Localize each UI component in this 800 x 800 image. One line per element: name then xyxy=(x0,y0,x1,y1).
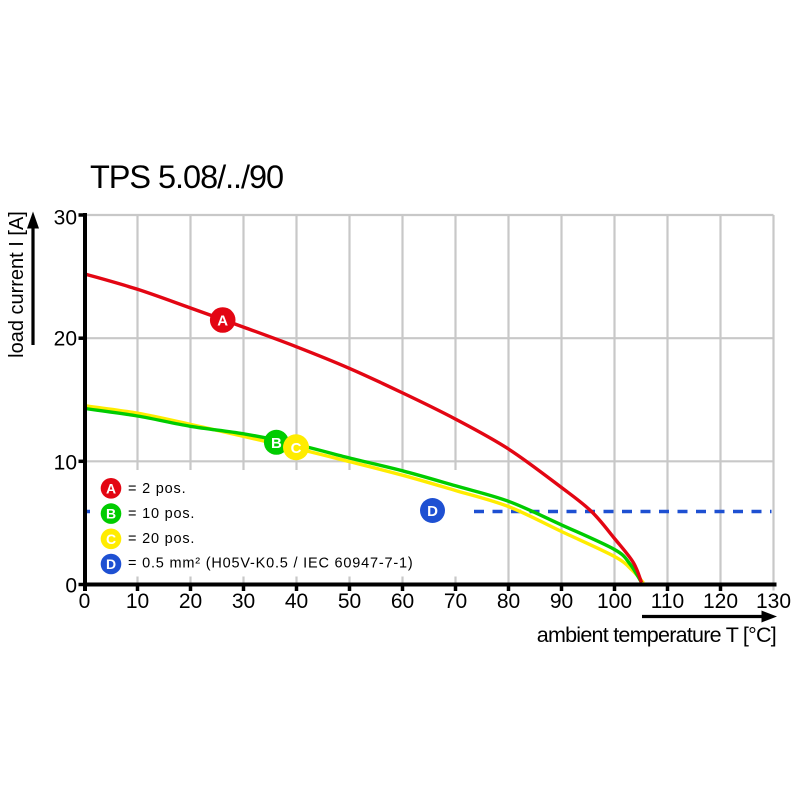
svg-text:40: 40 xyxy=(285,590,308,613)
svg-text:10: 10 xyxy=(54,452,77,475)
svg-text:10: 10 xyxy=(126,590,149,613)
svg-text:20: 20 xyxy=(179,590,202,613)
svg-text:50: 50 xyxy=(338,590,361,613)
svg-text:130: 130 xyxy=(756,590,791,613)
svg-text:30: 30 xyxy=(232,590,255,613)
svg-text:0: 0 xyxy=(79,590,91,613)
svg-text:= 20 pos.: = 20 pos. xyxy=(128,531,195,547)
svg-text:load current I [A]: load current I [A] xyxy=(6,211,28,358)
svg-text:20: 20 xyxy=(54,328,77,351)
svg-text:C: C xyxy=(291,440,302,457)
svg-text:A: A xyxy=(106,480,116,496)
svg-text:60: 60 xyxy=(391,590,414,613)
svg-text:D: D xyxy=(427,503,438,520)
svg-text:0: 0 xyxy=(65,574,77,597)
svg-text:= 0.5 mm² (H05V-K0.5 / IEC 609: = 0.5 mm² (H05V-K0.5 / IEC 60947-7-1) xyxy=(128,556,413,572)
svg-text:ambient temperature T [°C]: ambient temperature T [°C] xyxy=(537,623,776,647)
svg-text:B: B xyxy=(271,435,282,452)
svg-text:70: 70 xyxy=(444,590,467,613)
svg-text:100: 100 xyxy=(597,590,632,613)
svg-text:90: 90 xyxy=(550,590,573,613)
svg-text:120: 120 xyxy=(703,590,738,613)
svg-text:A: A xyxy=(217,313,228,330)
svg-text:= 10 pos.: = 10 pos. xyxy=(128,506,195,522)
svg-text:TPS 5.08/../90: TPS 5.08/../90 xyxy=(90,159,283,195)
svg-text:= 2 pos.: = 2 pos. xyxy=(128,481,186,497)
svg-text:80: 80 xyxy=(497,590,520,613)
svg-text:B: B xyxy=(106,506,116,522)
svg-text:C: C xyxy=(106,531,116,547)
svg-text:110: 110 xyxy=(651,590,684,613)
svg-text:30: 30 xyxy=(54,207,77,230)
svg-text:D: D xyxy=(106,556,116,572)
